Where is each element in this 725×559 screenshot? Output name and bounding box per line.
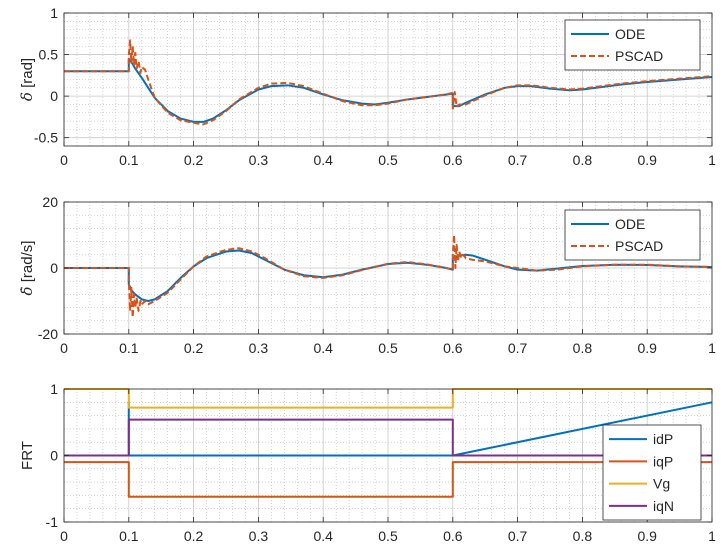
legend-label-idp: idP	[653, 431, 673, 447]
x-tick-label: 0.8	[573, 340, 593, 356]
x-tick-label: 0.1	[119, 152, 139, 168]
y-tick-label: 0	[50, 448, 58, 464]
x-tick-label: 0.9	[637, 152, 657, 168]
y-tick-label: 1	[50, 381, 58, 397]
y-axis-label: δ̇ [rad/s]	[18, 241, 36, 296]
y-tick-label: 1	[50, 5, 58, 21]
legend: ODE PSCAD	[564, 19, 701, 71]
x-tick-label: 0.9	[637, 340, 657, 356]
y-tick-label: 0	[50, 88, 58, 104]
series-line-iqn	[64, 418, 712, 457]
legend-label-pscad: PSCAD	[615, 238, 663, 254]
x-tick-label: 1	[708, 528, 716, 544]
series-line-pscad	[64, 39, 713, 126]
y-tick-label: 0	[50, 260, 58, 276]
series-line-iqp	[64, 461, 712, 498]
x-tick-label: 0.8	[573, 152, 593, 168]
x-tick-label: 0.6	[443, 528, 463, 544]
legend-label-vg: Vg	[653, 476, 670, 492]
x-tick-label: 0.5	[378, 528, 398, 544]
legend: ODE PSCAD	[564, 209, 701, 261]
y-tick-label: 0.5	[39, 47, 59, 63]
x-tick-label: 0.9	[637, 528, 657, 544]
x-tick-label: 0.7	[508, 152, 528, 168]
x-tick-label: 0	[60, 152, 68, 168]
x-tick-label: 0.3	[249, 340, 269, 356]
x-tick-label: 1	[708, 340, 716, 356]
x-tick-label: 0.1	[119, 340, 139, 356]
legend-label-pscad: PSCAD	[615, 48, 663, 64]
series-line-ode	[64, 57, 713, 123]
x-tick-label: 0.5	[378, 340, 398, 356]
x-tick-label: 0	[60, 528, 68, 544]
y-axis-label: FRT	[19, 441, 36, 470]
x-tick-label: 0.2	[184, 528, 204, 544]
x-tick-label: 0.4	[313, 152, 333, 168]
subplot-1: 0 0.1 0.2 0.3 0.4 0.5 0.6 0.7 0.8 0.9 1-0.500.51δ …	[18, 5, 716, 168]
y-tick-label: -20	[38, 326, 58, 342]
x-tick-label: 1	[708, 152, 716, 168]
x-tick-label: 0	[60, 340, 68, 356]
subplot-3: 0 0.1 0.2 0.3 0.4 0.5 0.6 0.7 0.8 0.9 1-101FRTidPi…	[19, 381, 716, 544]
y-axis-label: δ [rad]	[18, 58, 36, 101]
x-tick-label: 0.7	[508, 528, 528, 544]
legend-label-ode: ODE	[615, 216, 645, 232]
x-tick-label: 0.2	[184, 340, 204, 356]
x-tick-label: 0.4	[313, 340, 333, 356]
legend: idP iqP Vg iqN	[602, 424, 702, 521]
y-tick-label: -0.5	[34, 130, 58, 146]
x-tick-label: 0.4	[313, 528, 333, 544]
y-tick-label: 20	[42, 194, 58, 210]
x-tick-label: 0.8	[573, 528, 593, 544]
x-tick-label: 0.3	[249, 152, 269, 168]
legend-label-iqp: iqP	[653, 453, 673, 469]
series-line-pscad	[64, 234, 713, 319]
x-tick-label: 0.5	[378, 152, 398, 168]
x-tick-label: 0.6	[443, 340, 463, 356]
series-line-ode	[64, 249, 713, 302]
legend-label-ode: ODE	[615, 26, 645, 42]
x-tick-label: 0.6	[443, 152, 463, 168]
x-tick-label: 0.3	[249, 528, 269, 544]
x-tick-label: 0.1	[119, 528, 139, 544]
legend-label-iqn: iqN	[653, 498, 674, 514]
y-tick-label: -1	[46, 514, 59, 530]
x-tick-label: 0.7	[508, 340, 528, 356]
x-tick-label: 0.2	[184, 152, 204, 168]
